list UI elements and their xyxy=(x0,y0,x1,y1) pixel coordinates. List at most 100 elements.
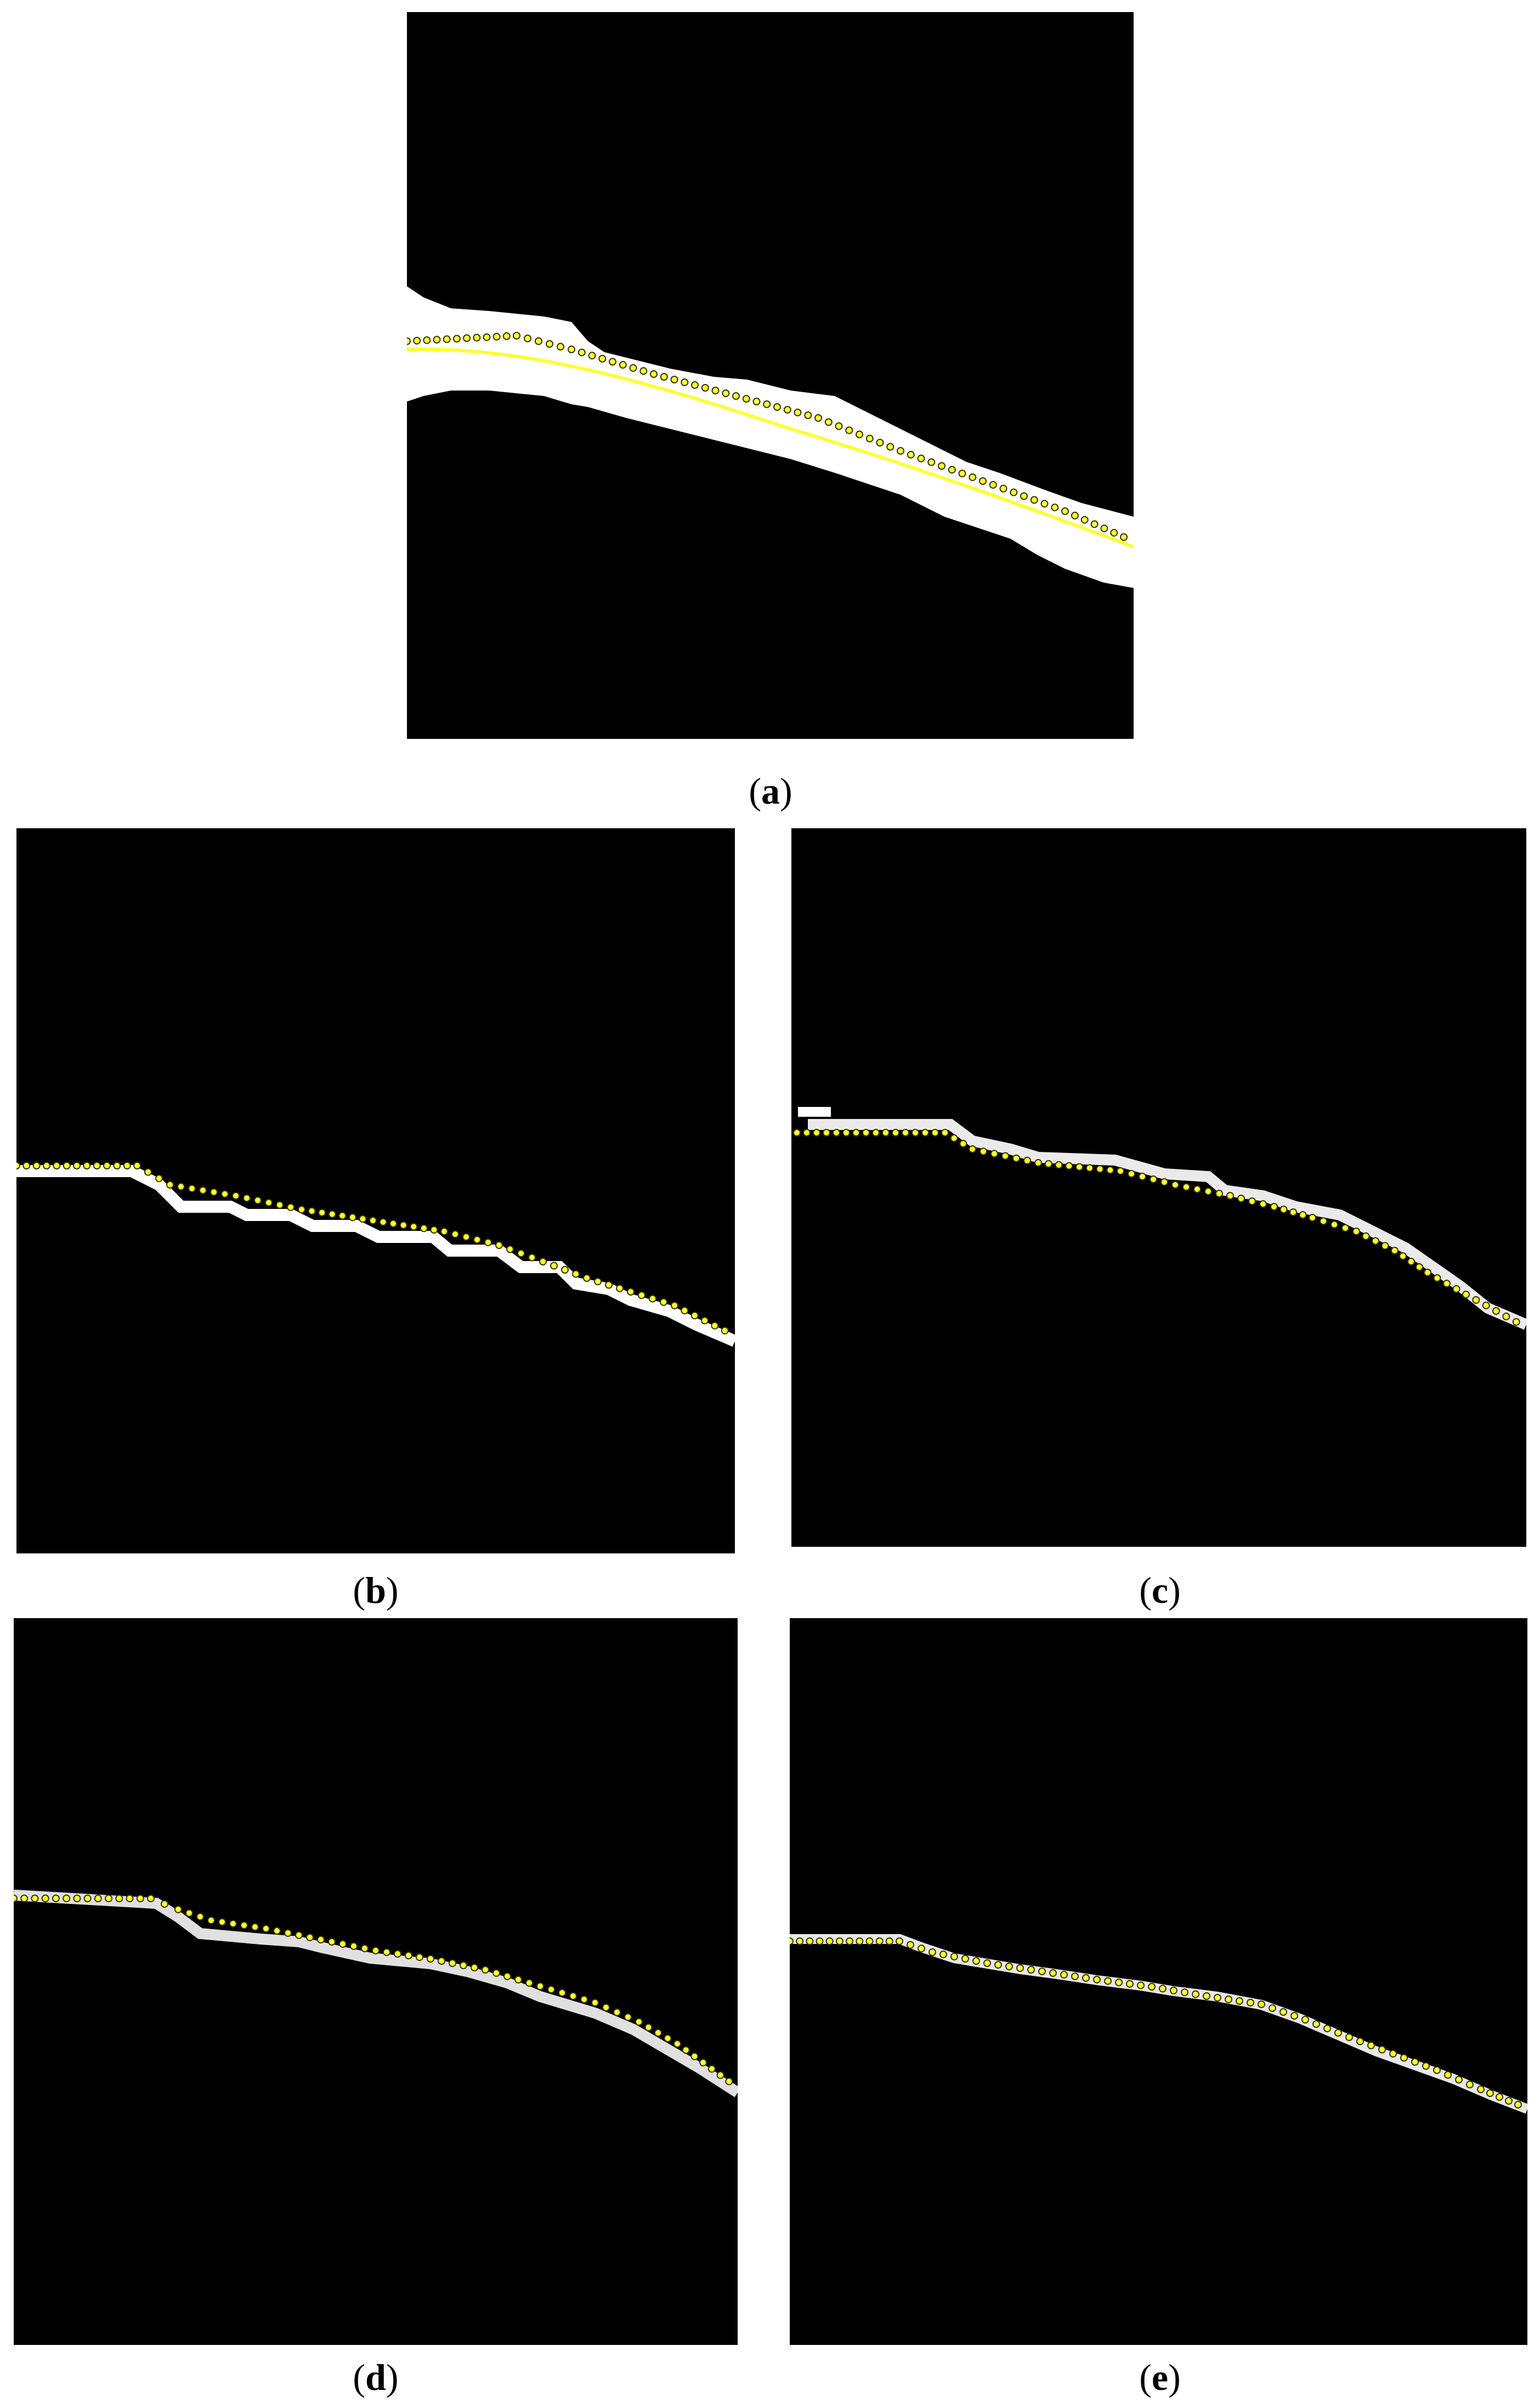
point-marker xyxy=(1372,1237,1379,1245)
point-marker xyxy=(1492,1307,1500,1315)
point-marker xyxy=(1482,1302,1490,1309)
point-marker xyxy=(959,1140,967,1148)
point-marker xyxy=(948,466,956,474)
point-marker xyxy=(572,1270,580,1278)
point-marker xyxy=(103,1162,111,1169)
point-marker xyxy=(804,411,812,419)
point-marker xyxy=(846,1937,854,1945)
point-marker xyxy=(990,1150,998,1158)
point-marker xyxy=(113,1162,121,1169)
point-marker xyxy=(1270,1203,1278,1211)
point-marker xyxy=(536,1982,544,1990)
point-marker xyxy=(155,1174,163,1183)
point-marker xyxy=(994,1961,1002,1969)
point-marker xyxy=(410,1223,418,1231)
point-marker xyxy=(911,1129,919,1137)
point-marker xyxy=(539,1258,547,1265)
point-marker xyxy=(588,352,596,360)
point-marker xyxy=(1225,1996,1232,2003)
point-marker xyxy=(1010,488,1018,496)
point-marker xyxy=(254,1196,262,1205)
point-marker xyxy=(578,348,586,357)
point-marker xyxy=(794,409,802,416)
point-marker xyxy=(882,1129,890,1137)
panel-a-white-band xyxy=(407,286,1134,588)
point-marker xyxy=(524,335,531,342)
point-marker xyxy=(460,1962,467,1969)
point-marker xyxy=(814,414,822,422)
point-marker xyxy=(803,1129,811,1137)
point-marker xyxy=(1085,1164,1094,1172)
point-marker xyxy=(83,1895,92,1902)
point-marker xyxy=(1400,2054,1408,2062)
point-marker xyxy=(939,1951,947,1958)
point-marker xyxy=(1148,1983,1156,1991)
point-marker xyxy=(711,1321,719,1330)
point-marker xyxy=(1299,1211,1307,1219)
point-marker xyxy=(1466,2081,1474,2089)
point-marker xyxy=(295,1931,303,1939)
point-marker xyxy=(824,418,833,426)
point-marker xyxy=(1269,2004,1276,2012)
point-marker xyxy=(22,1162,31,1169)
point-marker xyxy=(471,1964,478,1971)
point-marker xyxy=(1060,1971,1068,1979)
panel-b-image xyxy=(16,828,735,1553)
point-marker xyxy=(177,1183,185,1191)
point-marker xyxy=(317,1936,325,1943)
point-marker xyxy=(806,1937,814,1945)
point-marker xyxy=(690,1312,699,1320)
point-marker xyxy=(629,364,637,372)
point-marker xyxy=(1443,1280,1451,1287)
point-marker xyxy=(763,400,771,408)
point-marker xyxy=(568,346,575,353)
point-marker xyxy=(616,1284,624,1292)
point-marker xyxy=(690,2052,699,2060)
point-marker xyxy=(1352,1228,1360,1235)
point-marker xyxy=(897,447,904,455)
point-marker xyxy=(438,1957,445,1965)
point-marker xyxy=(1496,2093,1503,2101)
point-marker xyxy=(32,1162,41,1169)
point-marker xyxy=(941,1129,949,1137)
point-marker xyxy=(999,484,1007,493)
point-marker xyxy=(1020,492,1028,500)
point-marker xyxy=(383,1948,390,1956)
point-marker xyxy=(1330,1220,1338,1229)
point-marker xyxy=(1312,2020,1320,2028)
point-marker xyxy=(136,1895,144,1902)
point-marker xyxy=(1378,2045,1386,2054)
point-marker xyxy=(1433,1274,1441,1282)
point-marker xyxy=(525,1979,533,1987)
point-marker xyxy=(907,450,915,459)
point-marker xyxy=(950,1134,958,1142)
point-marker xyxy=(147,1895,155,1902)
point-marker xyxy=(681,1307,689,1315)
point-marker xyxy=(969,1145,976,1153)
point-marker xyxy=(372,1947,380,1954)
point-marker xyxy=(1204,1188,1212,1195)
point-marker xyxy=(670,376,678,383)
point-marker xyxy=(961,1955,969,1963)
point-marker xyxy=(430,1226,438,1234)
point-marker xyxy=(852,1129,860,1137)
point-marker xyxy=(583,1274,591,1282)
point-marker xyxy=(660,1298,667,1306)
point-marker xyxy=(1323,2025,1331,2032)
point-marker xyxy=(405,1952,412,1959)
point-marker xyxy=(1093,1976,1101,1983)
point-marker xyxy=(950,1953,958,1960)
point-marker xyxy=(16,1162,20,1169)
point-marker xyxy=(161,1900,168,1908)
point-marker xyxy=(251,1923,259,1931)
point-marker xyxy=(1065,1162,1073,1170)
panel-e-image xyxy=(790,1618,1527,2345)
point-marker xyxy=(93,1162,101,1169)
point-marker xyxy=(671,1302,678,1309)
point-marker xyxy=(896,1937,903,1945)
panel-c-white-line xyxy=(808,1119,1526,1330)
point-marker xyxy=(722,389,730,397)
point-marker xyxy=(1279,2008,1287,2016)
point-marker xyxy=(1486,2089,1494,2097)
point-marker xyxy=(105,1895,113,1902)
